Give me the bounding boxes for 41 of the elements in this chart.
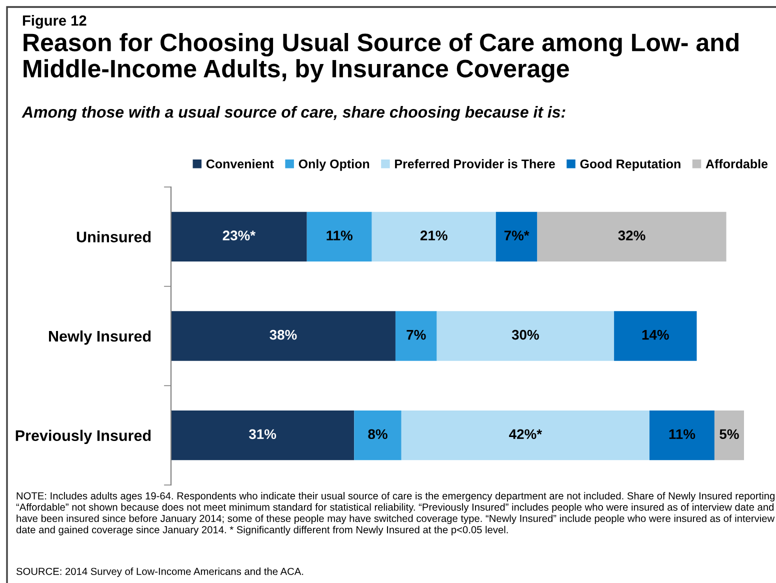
bar: [372, 212, 496, 262]
text: NOTE: Includes adults ages 19-64. Respondents who indicate their usual source of care is the emergency department are not included. Share of Newly Insured reporting “Affordable” not shown because does not meet minimum standard for statistical reliability. “Previously Insured” includes people who were insured as of interview date and have been insured since before January 2014; some of these people may have switched coverage type. “Newly Insured” include people who were insured as of interview date and gained coverage since January 2014. * Significantly different from Newly Insured at the p<0.05 level.: [16, 492, 775, 536]
bar: [436, 311, 614, 361]
bar: [171, 311, 396, 361]
bar: [614, 311, 697, 361]
data-label: 38%: [270, 330, 297, 340]
legend-label: Affordable: [706, 159, 768, 168]
data-label: 5%: [720, 429, 739, 440]
y-tick-label: Newly Insured: [49, 330, 151, 345]
bar: [395, 311, 437, 361]
legend-label: Only Option: [298, 159, 370, 171]
bar: [714, 410, 744, 460]
data-label: 14%: [642, 330, 669, 340]
data-label: 21%: [420, 230, 448, 240]
bar: [537, 212, 726, 262]
bar: [496, 212, 538, 262]
legend-label: Convenient: [206, 159, 274, 168]
y-tick-label: Uninsured: [76, 231, 151, 242]
data-label: 7%*: [504, 230, 530, 240]
chart-title: Reason for Choosing Usual Source of Care among Low- and Middle-Income Adults, by Insurance Coverage: [24, 33, 738, 83]
caption: Figure 12: [22, 15, 86, 29]
y-tick-label: Previously Insured: [16, 430, 151, 444]
data-label: 30%: [512, 330, 539, 340]
bar: [171, 410, 354, 460]
data-label: 31%: [248, 429, 276, 440]
legend-label: Preferred Provider is There: [395, 159, 555, 168]
bar: [306, 212, 372, 262]
data-label: 32%: [618, 230, 646, 240]
data-label: 7%: [406, 330, 426, 340]
data-label: 8%: [368, 429, 388, 440]
chart-subtitle: Among those with a usual source of care, share choosing because it is:: [22, 106, 566, 121]
data-label: 11%: [669, 429, 696, 440]
data-label: 23%*: [222, 230, 256, 240]
source-note: SOURCE: 2014 Survey of Low-Income Americans and the ACA.: [16, 568, 304, 577]
bar: [171, 212, 307, 262]
bar: [649, 410, 714, 460]
data-label: 42%*: [509, 429, 542, 440]
bar: [354, 410, 402, 460]
bar: [401, 410, 650, 460]
data-label: 11%: [326, 230, 353, 240]
legend-label: Good Reputation: [580, 159, 680, 171]
